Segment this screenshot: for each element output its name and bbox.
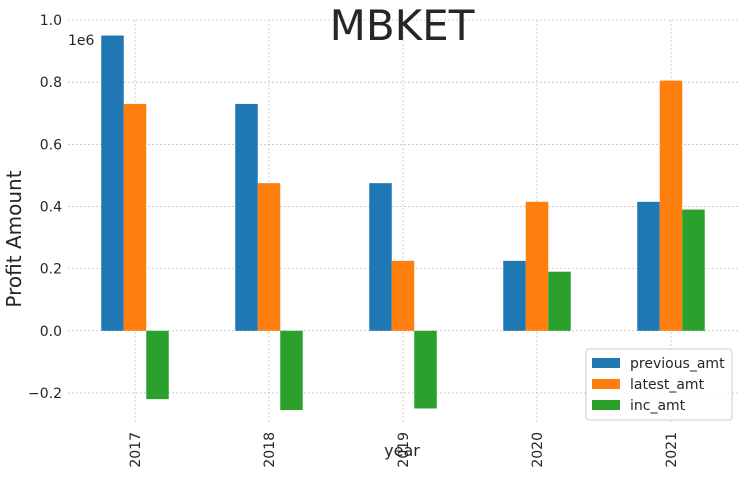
legend-swatch-previous_amt bbox=[592, 358, 620, 368]
bars bbox=[101, 35, 705, 411]
bar-previous_amt-2018 bbox=[235, 103, 258, 331]
tick-labels: 1.0 0.8 0.6 0.4 0.2 0.0 −0.2 2017 2018 2019 2020 20… bbox=[28, 13, 680, 468]
bar-latest_amt-2019 bbox=[391, 260, 415, 331]
bar-inc_amt-2020 bbox=[548, 271, 571, 331]
bar-previous_amt-2019 bbox=[369, 183, 392, 331]
y-tick-label: 0.6 bbox=[40, 137, 62, 153]
x-axis-title: year bbox=[384, 441, 420, 460]
y-offset-label: 1e6 bbox=[68, 33, 95, 49]
legend-label-latest_amt: latest_amt bbox=[630, 377, 705, 393]
y-axis-title: Profit Amount bbox=[2, 170, 26, 307]
x-tick-label: 2020 bbox=[530, 432, 546, 468]
y-tick-label: −0.2 bbox=[28, 386, 62, 402]
bar-latest_amt-2017 bbox=[123, 103, 147, 331]
legend-label-previous_amt: previous_amt bbox=[630, 356, 725, 372]
bar-inc_amt-2021 bbox=[682, 209, 705, 331]
y-tick-label: 1.0 bbox=[40, 13, 62, 29]
bar-inc_amt-2019 bbox=[414, 330, 437, 409]
bar-inc_amt-2017 bbox=[146, 330, 169, 400]
bar-latest_amt-2021 bbox=[659, 80, 683, 331]
x-tick-label: 2017 bbox=[128, 432, 144, 468]
x-tick-label: 2018 bbox=[262, 432, 278, 468]
bar-previous_amt-2017 bbox=[101, 35, 124, 331]
bar-previous_amt-2021 bbox=[637, 201, 660, 331]
legend: previous_amt latest_amt inc_amt bbox=[585, 348, 733, 421]
y-tick-label: 0.2 bbox=[40, 262, 62, 278]
legend-box bbox=[585, 348, 733, 421]
x-tick-label: 2019 bbox=[396, 432, 412, 468]
bar-inc_amt-2018 bbox=[280, 330, 303, 411]
legend-swatch-latest_amt bbox=[592, 379, 620, 389]
bar-previous_amt-2020 bbox=[503, 260, 526, 331]
x-tick-label: 2021 bbox=[664, 432, 680, 468]
y-tick-label: 0.4 bbox=[40, 199, 62, 215]
y-tick-label: 0.0 bbox=[40, 324, 62, 340]
bar-latest_amt-2020 bbox=[525, 201, 549, 331]
chart-title: MBKET bbox=[330, 1, 475, 50]
legend-label-inc_amt: inc_amt bbox=[630, 398, 686, 414]
y-tick-label: 0.8 bbox=[40, 75, 62, 91]
bar-latest_amt-2018 bbox=[257, 183, 281, 331]
legend-swatch-inc_amt bbox=[592, 400, 620, 410]
